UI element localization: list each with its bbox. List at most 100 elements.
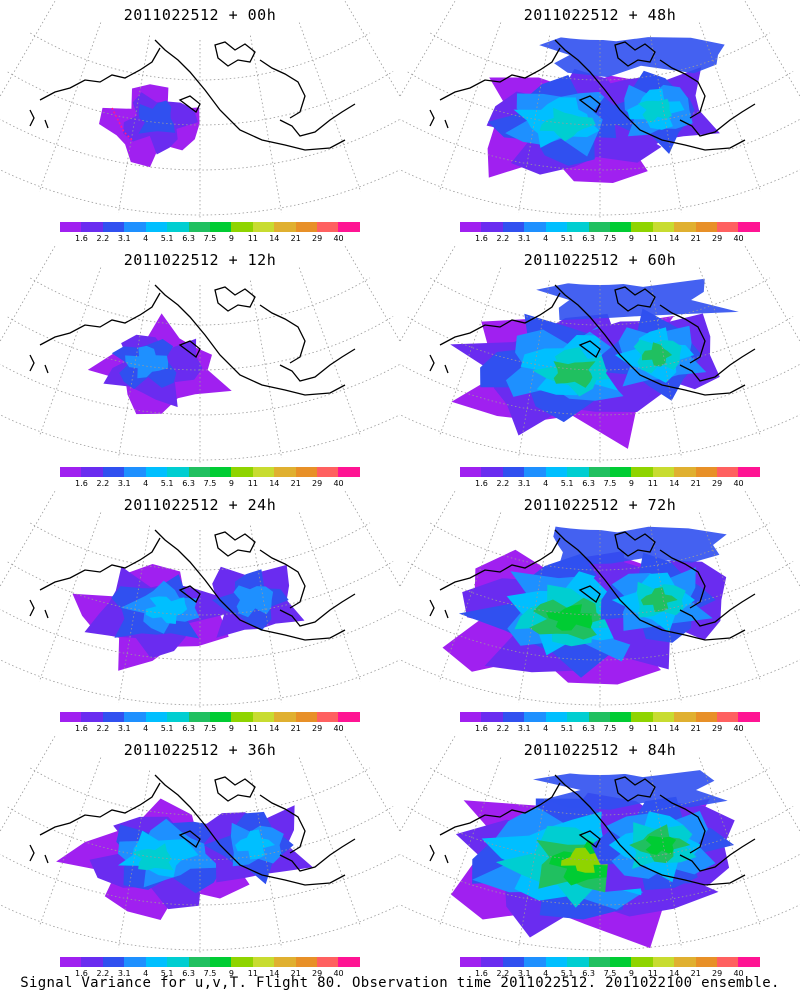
- colorbar-tick-label: 4: [543, 234, 549, 243]
- colorbar-tick-label: 6.3: [182, 234, 195, 243]
- colorbar-tick-label: 2.2: [96, 969, 110, 978]
- variance-map: [0, 490, 400, 711]
- colorbar-tick-label: 3.1: [117, 724, 131, 733]
- colorbar-swatch: [545, 222, 568, 232]
- colorbar-swatch: [252, 957, 275, 967]
- colorbar-swatch: [231, 222, 253, 232]
- colorbar-swatch: [274, 467, 296, 477]
- colorbar-tick-label: 9: [228, 969, 234, 978]
- colorbar-tick-label: 7.5: [203, 724, 217, 733]
- colorbar-swatch: [695, 957, 718, 967]
- colorbar-swatch: [338, 957, 360, 967]
- figure-caption: Signal Variance for u,v,T. Flight 80. Ob…: [20, 975, 780, 991]
- colorbar-tick-label: 21: [690, 724, 701, 733]
- colorbar-swatch: [481, 957, 503, 967]
- colorbar-swatch: [81, 467, 103, 477]
- colorbar-swatch: [524, 222, 546, 232]
- colorbar-tick-label: 21: [290, 479, 301, 488]
- colorbar-swatch: [502, 222, 525, 232]
- colorbar-swatch: [631, 957, 653, 967]
- colorbar-tick-label: 29: [712, 479, 723, 488]
- colorbar-swatch: [738, 222, 760, 232]
- colorbar-tick-label: 3.1: [517, 724, 531, 733]
- colorbar-swatch: [674, 712, 696, 722]
- colorbar-tick-label: 2.2: [96, 479, 110, 488]
- colorbar-swatch: [145, 222, 168, 232]
- colorbar-swatch: [209, 712, 232, 722]
- colorbar-swatch: [252, 467, 275, 477]
- colorbar: 1.6 2.2 3.1 4 5.1 6.3 7.5 9 11 14 21 29 40: [460, 467, 760, 491]
- colorbar-swatch: [567, 467, 589, 477]
- colorbar-swatch: [60, 467, 82, 477]
- colorbar-tick-label: 29: [712, 724, 723, 733]
- colorbar-swatch: [60, 957, 82, 967]
- panel-title: 2011022512 + 48h: [523, 6, 677, 24]
- colorbar-tick-label: 7.5: [603, 234, 617, 243]
- colorbar-swatch: [295, 957, 318, 967]
- variance-map: [400, 735, 800, 956]
- colorbar-swatch: [695, 467, 718, 477]
- colorbar: 1.6 2.2 3.1 4 5.1 6.3 7.5 9 11 14 21 29 40: [460, 957, 760, 981]
- colorbar-swatch: [481, 467, 503, 477]
- colorbar-tick-label: 4: [143, 969, 149, 978]
- colorbar-tick-label: 14: [669, 724, 680, 733]
- colorbar-swatch: [317, 222, 339, 232]
- colorbar-swatch: [188, 957, 210, 967]
- colorbar-swatch: [338, 467, 360, 477]
- colorbar-tick-label: 7.5: [203, 969, 217, 978]
- colorbar-swatch: [295, 467, 318, 477]
- variance-map: [0, 0, 400, 221]
- colorbar-swatch: [609, 957, 632, 967]
- colorbar-swatch: [102, 467, 125, 477]
- colorbar-tick-label: 40: [333, 969, 344, 978]
- colorbar-swatch: [252, 712, 275, 722]
- colorbar-tick-label: 11: [647, 234, 658, 243]
- colorbar-tick-label: 9: [228, 724, 234, 733]
- variance-map: [0, 245, 400, 466]
- colorbar-swatch: [588, 957, 610, 967]
- colorbar-swatch: [188, 467, 210, 477]
- colorbar-swatch: [609, 467, 632, 477]
- colorbar-swatch: [502, 957, 525, 967]
- colorbar: 1.6 2.2 3.1 4 5.1 6.3 7.5 9 11 14 21 29 40: [60, 467, 360, 491]
- colorbar-swatch: [631, 712, 653, 722]
- colorbar-tick-label: 3.1: [117, 969, 131, 978]
- colorbar-tick-label: 3.1: [117, 479, 131, 488]
- colorbar-tick-label: 2.2: [496, 234, 510, 243]
- colorbar-tick-label: 11: [647, 969, 658, 978]
- colorbar-swatch: [60, 712, 82, 722]
- panel-title: 2011022512 + 24h: [123, 496, 277, 514]
- colorbar-tick-label: 14: [669, 969, 680, 978]
- colorbar: 1.6 2.2 3.1 4 5.1 6.3 7.5 9 11 14 21 29 40: [60, 957, 360, 981]
- colorbar-swatch: [460, 467, 482, 477]
- colorbar-tick-label: 21: [690, 969, 701, 978]
- colorbar-swatch: [231, 467, 253, 477]
- colorbar-swatch: [124, 222, 146, 232]
- colorbar-tick-label: 1.6: [475, 234, 488, 243]
- colorbar-tick-label: 4: [543, 969, 549, 978]
- colorbar-swatch: [588, 467, 610, 477]
- colorbar-swatch: [652, 712, 675, 722]
- panel-title: 2011022512 + 84h: [523, 741, 677, 759]
- colorbar-tick-label: 6.3: [582, 234, 595, 243]
- colorbar-swatch: [652, 957, 675, 967]
- colorbar-swatch: [545, 467, 568, 477]
- colorbar-swatch: [481, 222, 503, 232]
- colorbar-tick-label: 7.5: [603, 479, 617, 488]
- colorbar-swatch: [145, 957, 168, 967]
- colorbar-tick-label: 21: [290, 969, 301, 978]
- colorbar-tick-label: 3.1: [517, 234, 531, 243]
- colorbar-swatch: [274, 222, 296, 232]
- colorbar-tick-label: 21: [690, 234, 701, 243]
- colorbar-tick-label: 2.2: [496, 969, 510, 978]
- colorbar: 1.6 2.2 3.1 4 5.1 6.3 7.5 9 11 14 21 29 40: [460, 222, 760, 246]
- colorbar-swatch: [124, 467, 146, 477]
- colorbar-tick-label: 14: [269, 969, 280, 978]
- colorbar-tick-label: 6.3: [182, 969, 195, 978]
- colorbar-tick-label: 6.3: [182, 479, 195, 488]
- colorbar-tick-label: 2.2: [496, 479, 510, 488]
- colorbar-tick-label: 14: [269, 479, 280, 488]
- colorbar-tick-label: 4: [543, 479, 549, 488]
- colorbar-tick-label: 14: [669, 234, 680, 243]
- colorbar-tick-label: 7.5: [203, 479, 217, 488]
